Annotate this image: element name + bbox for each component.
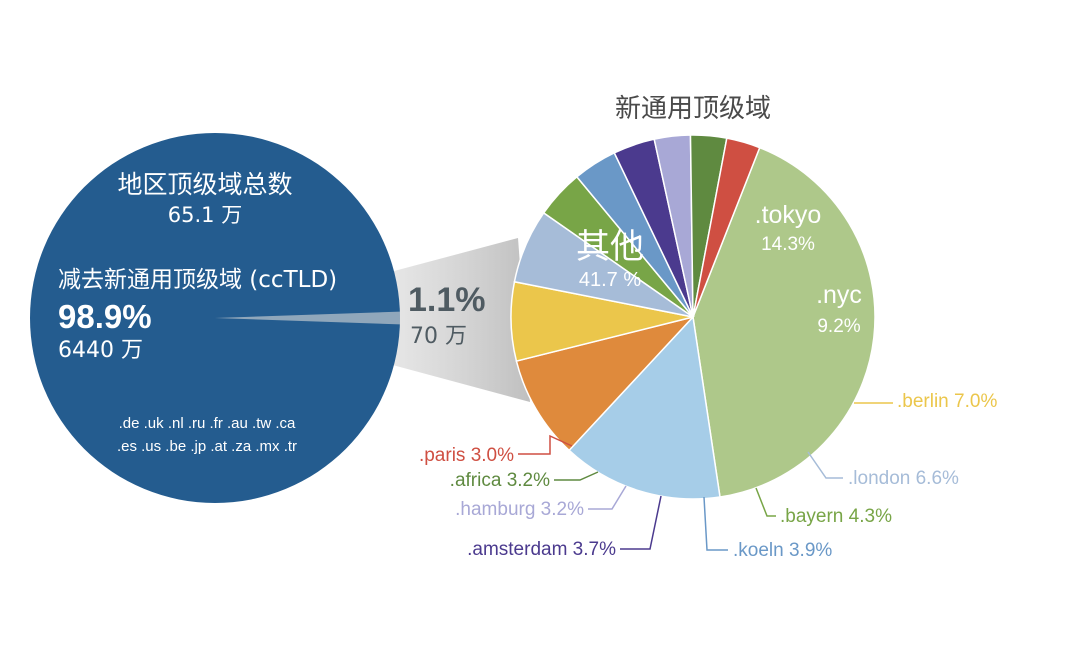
slice-label-africa: .africa 3.2% (450, 470, 550, 491)
pie-slice-other (692, 146, 876, 498)
cctld-title: 地区顶级域总数 (117, 170, 292, 199)
gtld-pie (510, 134, 876, 500)
slice-label-bayern: .bayern 4.3% (780, 506, 892, 527)
leader-line-paris (518, 434, 573, 455)
leader-line-london (807, 451, 843, 479)
leader-line-koeln (703, 496, 728, 551)
slice-percent-other: 41.7 % (579, 269, 641, 291)
gtld-pie-title: 新通用顶级域 (615, 94, 771, 124)
slice-label-nyc: .nyc (816, 281, 862, 309)
cctld-main-value: 6440 万 (58, 338, 143, 363)
cctld-total-value: 65.1 万 (168, 203, 242, 227)
slice-label-hamburg: .hamburg 3.2% (455, 499, 584, 520)
slice-label-other: 其他 (576, 227, 644, 267)
gtld-callout-value: 70 万 (410, 324, 467, 349)
leader-line-bayern (755, 487, 776, 517)
slice-label-london: .london 6.6% (848, 468, 959, 489)
slice-label-paris: .paris 3.0% (419, 445, 514, 466)
gtld-callout-percent: 1.1% (408, 281, 486, 319)
leader-line-amsterdam (620, 495, 662, 550)
pie-slice-paris (692, 137, 761, 318)
pie-slice-tokyo (568, 315, 721, 500)
leader-line-africa (554, 471, 599, 481)
gtld-pie-leader-lines (518, 402, 893, 551)
slice-label-amsterdam: .amsterdam 3.7% (467, 539, 616, 560)
leader-line-hamburg (588, 485, 627, 510)
cctld-circle-group: 地区顶级域总数 65.1 万 减去新通用顶级域 (ccTLD) 98.9% 64… (30, 133, 401, 503)
slice-label-berlin: .berlin 7.0% (897, 391, 997, 412)
cctld-main-percent: 98.9% (58, 298, 152, 335)
cctld-main-label: 减去新通用顶级域 (ccTLD) (58, 267, 337, 293)
slice-percent-nyc: 9.2% (817, 316, 860, 337)
slice-label-tokyo: .tokyo (755, 201, 822, 229)
slice-percent-tokyo: 14.3% (761, 234, 815, 255)
gtld-share-wedge (215, 311, 401, 325)
slice-label-koeln: .koeln 3.9% (733, 540, 832, 561)
cctld-domains-line-2: .es .us .be .jp .at .za .mx .tr (117, 438, 297, 455)
cctld-domains-line-1: .de .uk .nl .ru .fr .au .tw .ca (119, 415, 296, 432)
